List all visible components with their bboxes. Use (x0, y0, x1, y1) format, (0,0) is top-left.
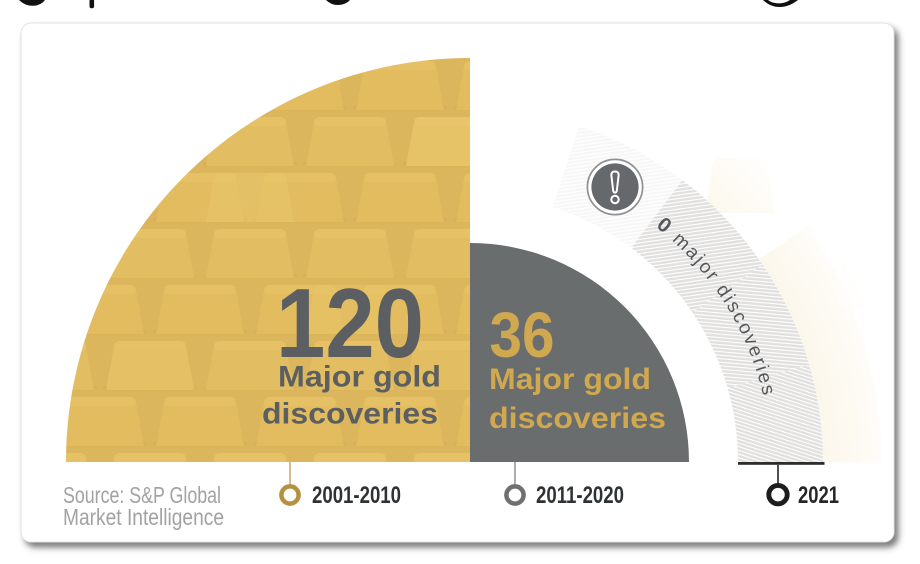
svg-text:2011-2020: 2011-2020 (536, 482, 624, 509)
svg-text:2001-2010: 2001-2010 (312, 482, 401, 509)
svg-text:2021: 2021 (798, 482, 839, 509)
svg-text:discoveries: discoveries (489, 402, 666, 435)
svg-text:discoveries: discoveries (262, 398, 438, 431)
svg-text:Market Intelligence: Market Intelligence (63, 504, 224, 530)
svg-text:Major gold: Major gold (489, 363, 651, 396)
svg-text:120: 120 (276, 268, 424, 378)
svg-text:Major gold: Major gold (278, 361, 441, 394)
svg-text:Source: S&P Global: Source: S&P Global (63, 482, 221, 508)
svg-text:36: 36 (490, 299, 555, 371)
